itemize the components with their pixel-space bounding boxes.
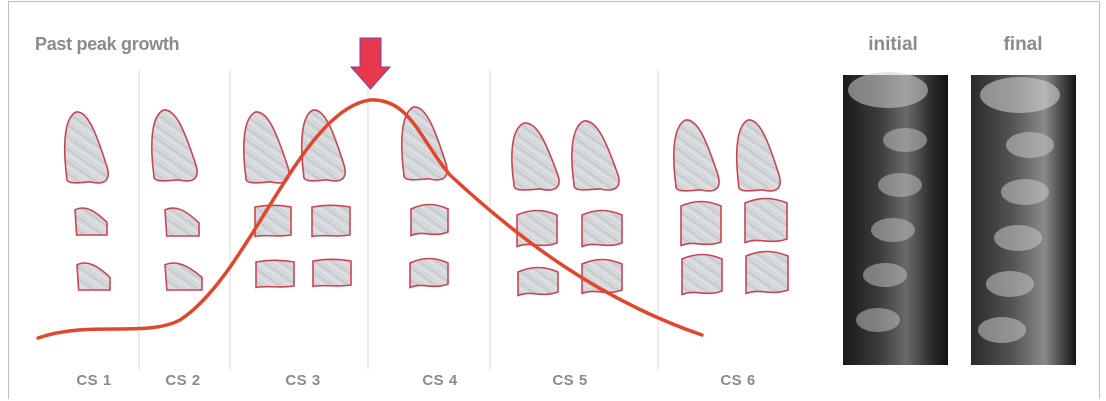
- square-vertebra-11: [255, 259, 295, 289]
- figure-title: Past peak growth: [35, 34, 180, 54]
- stage-label-cs1: CS 1: [76, 372, 112, 389]
- square-vertebra-25: [744, 197, 788, 244]
- square-vertebra-27: [745, 250, 789, 295]
- xray-label-initial: initial: [868, 34, 918, 55]
- square-vertebra-12: [312, 258, 352, 288]
- stage-label-cs6: CS 6: [720, 372, 756, 389]
- wedge-vertebra-2: [74, 207, 108, 236]
- square-vertebra-19: [581, 209, 623, 248]
- wedge-vertebra-3: [76, 262, 111, 291]
- dens-vertebra-7: [243, 111, 290, 184]
- square-vertebra-24: [680, 200, 722, 247]
- square-vertebra-18: [516, 209, 558, 248]
- dens-vertebra-16: [511, 122, 560, 191]
- dens-vertebra-23: [735, 119, 781, 192]
- xray-label-final: final: [1003, 34, 1043, 55]
- dens-vertebra-1: [63, 111, 109, 184]
- stage-label-cs2: CS 2: [165, 372, 201, 389]
- stage-label-cs3: CS 3: [285, 372, 321, 389]
- dens-vertebra-22: [673, 119, 720, 192]
- dens-vertebra-4: [151, 109, 198, 182]
- wedge-vertebra-6: [164, 262, 203, 291]
- stage-label-cs4: CS 4: [422, 372, 458, 389]
- square-vertebra-20: [517, 266, 559, 297]
- xray-initial: [843, 72, 948, 365]
- stage-dividers: [138, 70, 659, 370]
- stage-label-cs5: CS 5: [552, 372, 588, 389]
- square-vertebra-15: [409, 257, 449, 289]
- dens-vertebra-17: [571, 120, 620, 191]
- square-vertebra-14: [410, 203, 449, 237]
- square-vertebra-26: [681, 253, 723, 296]
- vertebrae-group: [63, 106, 789, 297]
- down-arrow-icon: [349, 37, 392, 90]
- xray-final: [971, 75, 1076, 365]
- square-vertebra-10: [311, 204, 351, 238]
- growth-curve: [36, 98, 704, 340]
- wedge-vertebra-5: [164, 207, 200, 237]
- dens-vertebra-8: [300, 109, 346, 182]
